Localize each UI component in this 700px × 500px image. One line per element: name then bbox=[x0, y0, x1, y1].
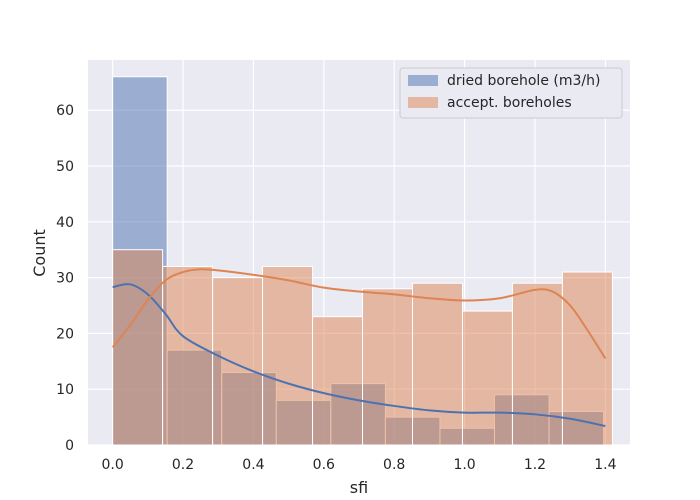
legend-label-dried: dried borehole (m3/h) bbox=[447, 73, 600, 89]
bar-accept-boreholes bbox=[212, 277, 264, 446]
bar-accept-boreholes bbox=[312, 316, 364, 446]
x-tick-label: 1.0 bbox=[453, 457, 475, 473]
y-tick-label: 20 bbox=[56, 326, 74, 342]
y-tick-label: 50 bbox=[56, 159, 74, 175]
histogram-bars bbox=[112, 76, 613, 446]
y-axis-label: Count bbox=[30, 229, 49, 277]
x-tick-labels: 0.0 0.2 0.4 0.6 0.8 1.0 1.2 1.4 bbox=[102, 457, 617, 473]
bar-accept-boreholes bbox=[411, 282, 463, 446]
y-tick-label: 10 bbox=[56, 382, 74, 398]
x-tick-label: 0.0 bbox=[102, 457, 124, 473]
bar-accept-boreholes bbox=[362, 288, 413, 446]
bar-accept-boreholes bbox=[262, 265, 314, 446]
x-tick-label: 1.4 bbox=[594, 457, 616, 473]
bar-accept-boreholes bbox=[561, 271, 613, 446]
bar-accept-boreholes bbox=[162, 265, 214, 446]
bar-accept-boreholes bbox=[461, 310, 513, 446]
x-axis-label: sfi bbox=[350, 478, 368, 497]
legend-label-accept: accept. boreholes bbox=[447, 95, 572, 111]
y-tick-label: 60 bbox=[56, 103, 74, 119]
kde-line-accept-boreholes bbox=[111, 268, 607, 360]
legend-swatch-accept bbox=[408, 97, 438, 108]
kde-line-dried-borehole bbox=[112, 283, 606, 428]
x-tick-label: 0.2 bbox=[172, 457, 194, 473]
x-tick-label: 1.2 bbox=[524, 457, 546, 473]
legend-swatch-dried bbox=[408, 75, 438, 86]
y-tick-label: 30 bbox=[56, 271, 74, 287]
y-tick-label: 40 bbox=[56, 215, 74, 231]
kde-curves bbox=[111, 268, 607, 428]
y-tick-labels: 0 10 20 30 40 50 60 bbox=[56, 103, 74, 454]
x-tick-label: 0.4 bbox=[242, 457, 264, 473]
bar-accept-boreholes bbox=[511, 282, 563, 446]
x-tick-label: 0.8 bbox=[383, 457, 405, 473]
bar-accept-boreholes bbox=[112, 249, 164, 446]
legend: dried borehole (m3/h) accept. boreholes bbox=[399, 67, 623, 119]
y-tick-label: 0 bbox=[65, 438, 74, 454]
legend-box bbox=[399, 67, 623, 119]
x-tick-label: 0.6 bbox=[313, 457, 335, 473]
